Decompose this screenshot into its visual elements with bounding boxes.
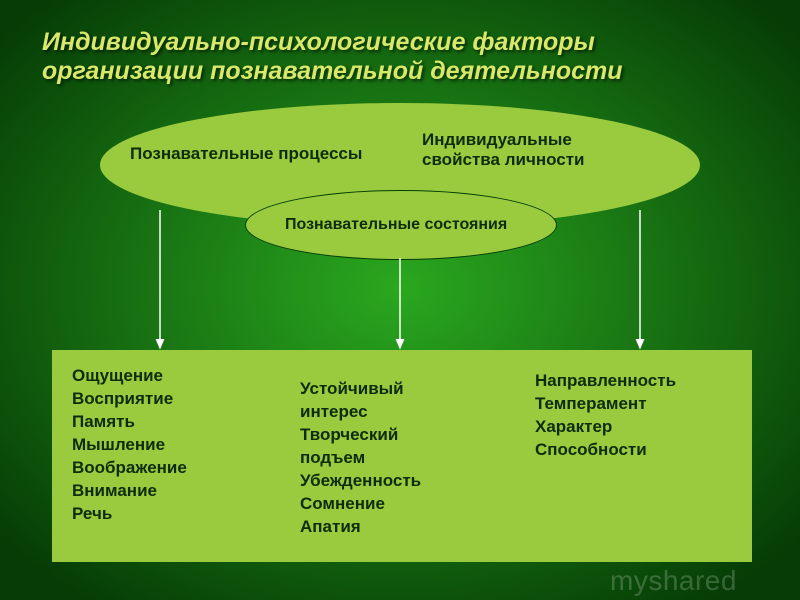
node-cognitive-processes: Познавательные процессы: [130, 144, 362, 164]
node-cognitive-states: Познавательные состояния: [285, 216, 507, 234]
column-states: Устойчивый интерес Творческий подъем Убе…: [300, 378, 421, 539]
column-processes: Ощущение Восприятие Память Мышление Вооб…: [72, 365, 187, 526]
column-properties: Направленность Темперамент Характер Спос…: [535, 370, 676, 462]
slide-stage: Индивидуально-психологические факторы ор…: [0, 0, 800, 600]
watermark: myshared: [610, 565, 737, 597]
node-individual-properties: Индивидуальные свойства личности: [422, 130, 584, 170]
slide-title: Индивидуально-психологические факторы ор…: [42, 28, 623, 86]
